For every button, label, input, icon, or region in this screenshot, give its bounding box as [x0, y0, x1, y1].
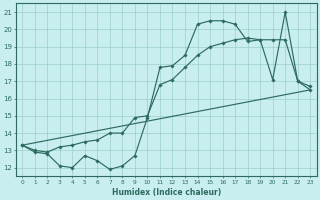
X-axis label: Humidex (Indice chaleur): Humidex (Indice chaleur)	[112, 188, 221, 197]
